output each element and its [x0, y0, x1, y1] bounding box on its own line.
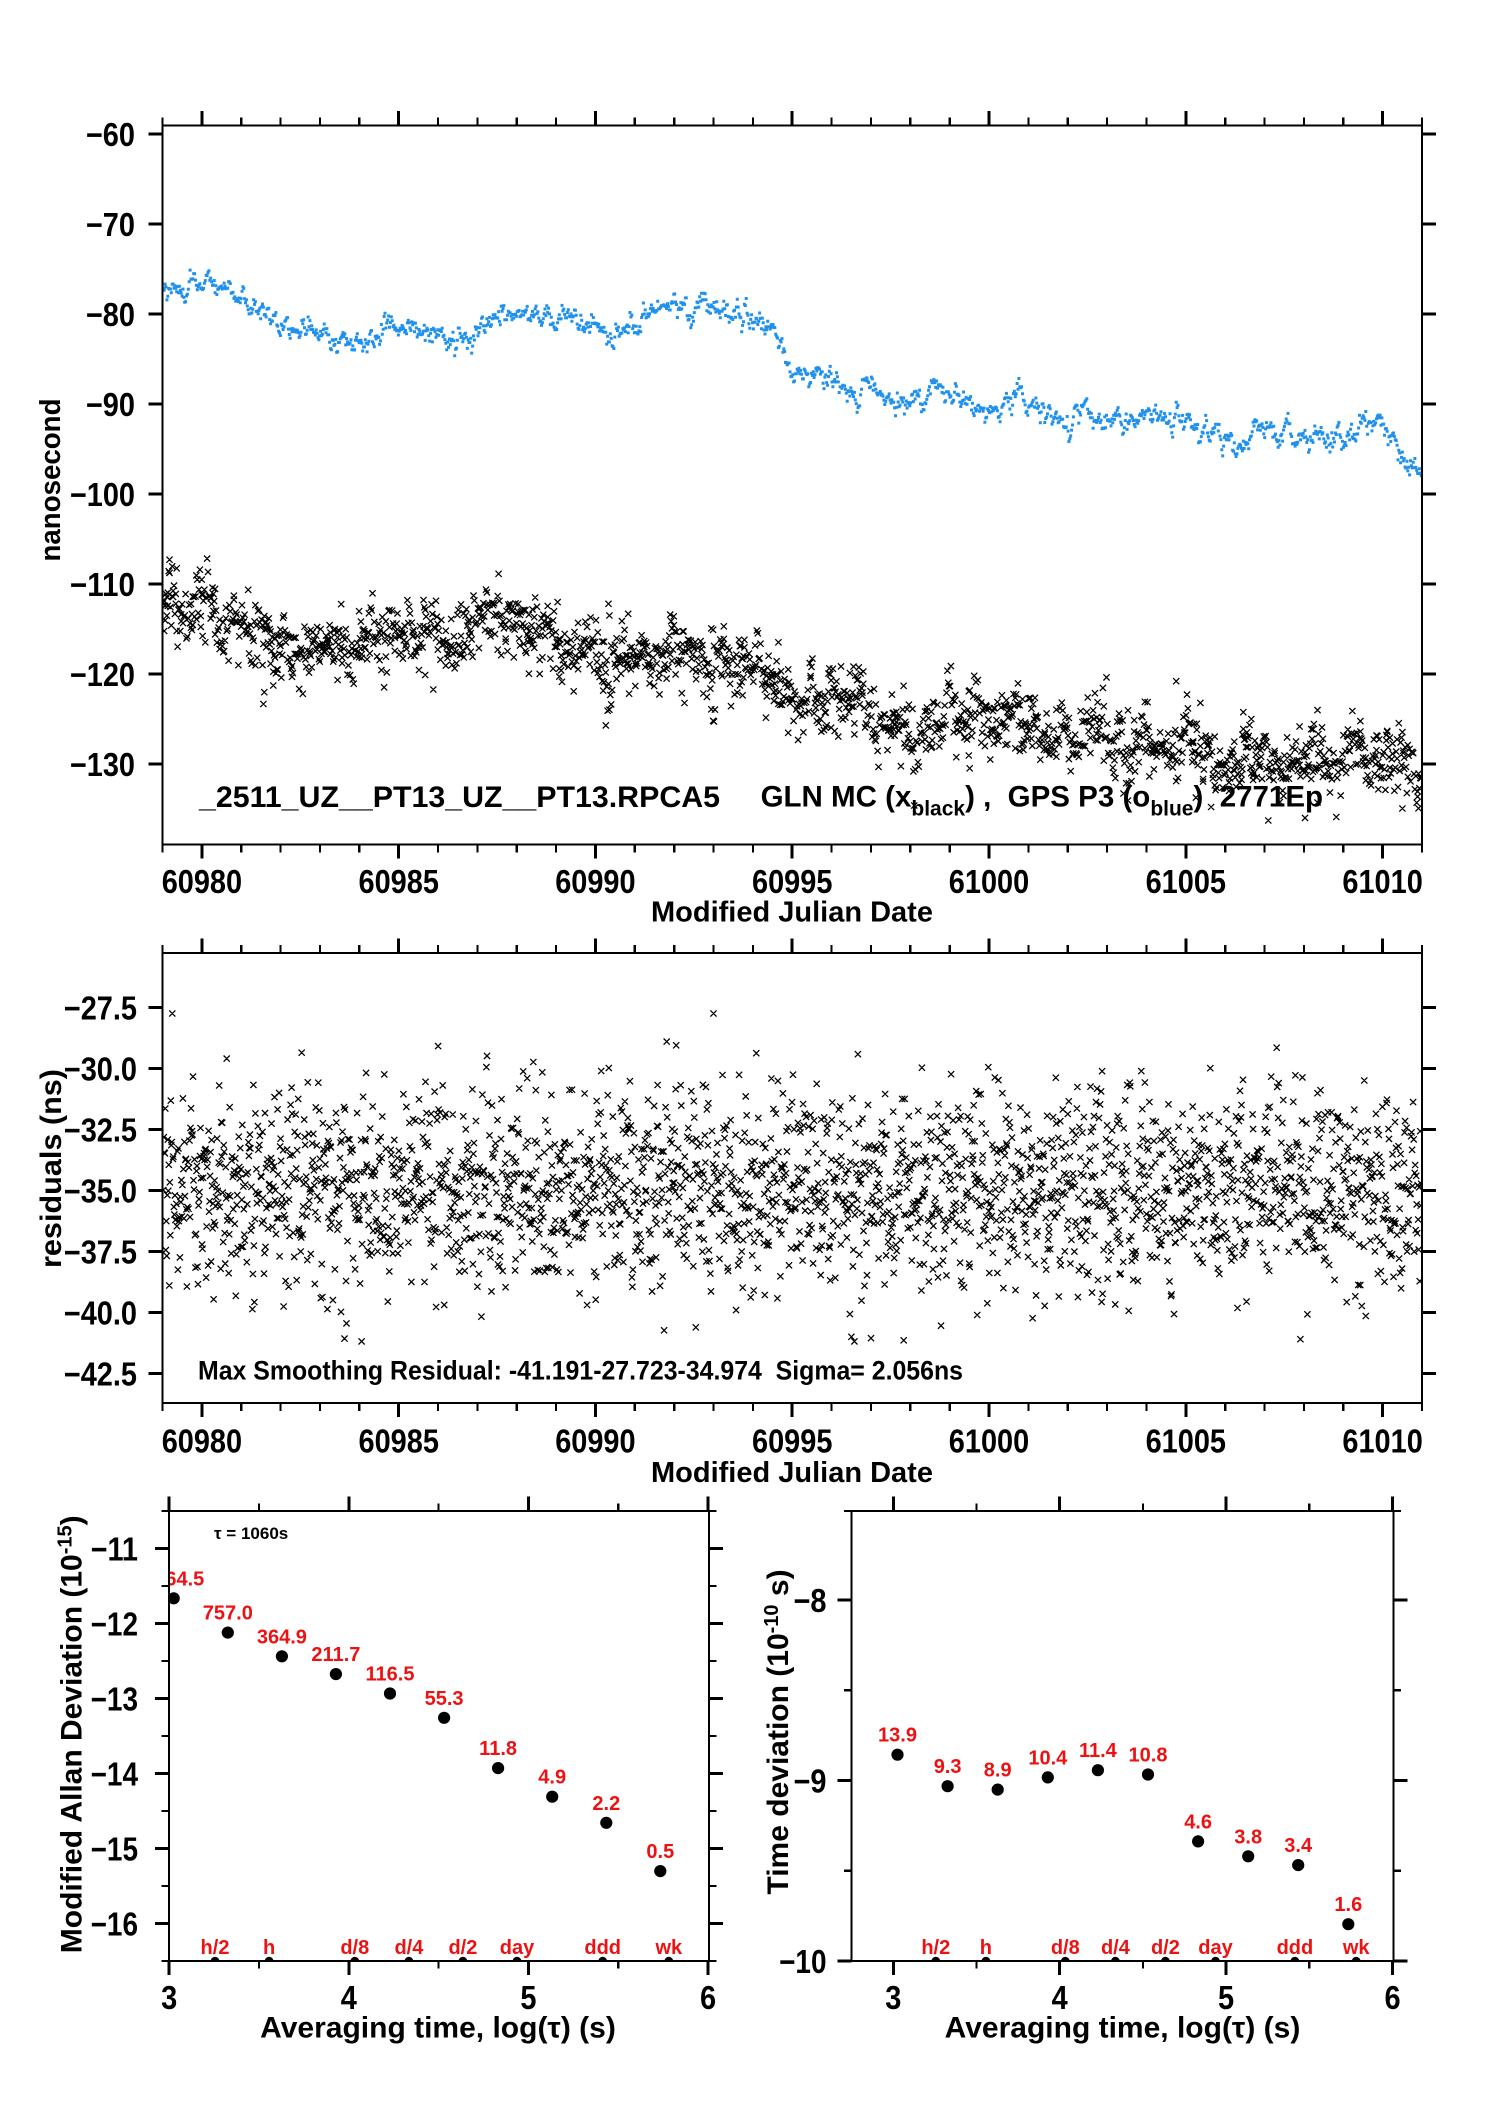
svg-text:55.3: 55.3 — [425, 1688, 464, 1710]
svg-text:1.6: 1.6 — [1334, 1894, 1362, 1916]
svg-text:−16: −16 — [91, 1906, 138, 1943]
svg-text:h/2: h/2 — [921, 1937, 950, 1959]
svg-text:2164.5: 2164.5 — [143, 1568, 204, 1590]
svg-text:−11: −11 — [91, 1531, 138, 1568]
svg-text:6: 6 — [700, 1979, 716, 2016]
svg-text:60985: 60985 — [359, 1423, 439, 1460]
svg-text:0.5: 0.5 — [646, 1841, 674, 1863]
svg-text:day: day — [1198, 1937, 1233, 1959]
svg-text:ddd: ddd — [584, 1937, 621, 1959]
svg-text:11.8: 11.8 — [479, 1738, 517, 1760]
svg-text:h/2: h/2 — [201, 1937, 230, 1959]
svg-text:τ = 1060s: τ = 1060s — [214, 1524, 288, 1543]
svg-text:2.2: 2.2 — [592, 1793, 620, 1815]
svg-text:day: day — [500, 1937, 535, 1959]
svg-text:60985: 60985 — [359, 863, 439, 900]
svg-text:−13: −13 — [91, 1681, 138, 1718]
svg-text:3: 3 — [161, 1979, 177, 2016]
svg-text:4.6: 4.6 — [1184, 1811, 1212, 1833]
svg-text:−35.0: −35.0 — [64, 1172, 137, 1209]
svg-text:−130: −130 — [70, 746, 135, 783]
svg-text:Modified Julian Date: Modified Julian Date — [651, 897, 933, 929]
svg-text:−12: −12 — [91, 1606, 138, 1643]
svg-text:Max Smoothing Residual: -41.19: Max Smoothing Residual: -41.191-27.723-3… — [198, 1356, 963, 1386]
svg-text:h: h — [980, 1937, 992, 1959]
svg-text:h: h — [263, 1937, 275, 1959]
svg-text:61005: 61005 — [1146, 1423, 1226, 1460]
svg-text:6: 6 — [1384, 1979, 1400, 2016]
svg-text:−27.5: −27.5 — [64, 989, 137, 1026]
svg-text:60995: 60995 — [752, 863, 832, 900]
svg-text:−10: −10 — [779, 1943, 826, 1980]
svg-text:−9: −9 — [794, 1763, 827, 1800]
svg-text:11.4: 11.4 — [1079, 1740, 1118, 1762]
svg-text:211.7: 211.7 — [311, 1644, 360, 1666]
svg-text:d/2: d/2 — [1151, 1937, 1180, 1959]
svg-text:−90: −90 — [86, 386, 135, 423]
svg-text:116.5: 116.5 — [366, 1664, 415, 1686]
svg-text:364.9: 364.9 — [257, 1626, 307, 1648]
svg-text:61000: 61000 — [949, 1423, 1029, 1460]
svg-text:d/8: d/8 — [1051, 1937, 1080, 1959]
svg-text:−80: −80 — [86, 296, 135, 333]
svg-text:_2511_UZ__PT13_UZ__PT13.RPCA5: _2511_UZ__PT13_UZ__PT13.RPCA5 — [198, 781, 720, 814]
svg-text:Modified Julian Date: Modified Julian Date — [651, 1457, 933, 1489]
svg-text:10.4: 10.4 — [1028, 1747, 1068, 1769]
svg-text:13.9: 13.9 — [878, 1725, 917, 1747]
svg-text:5: 5 — [520, 1979, 536, 2016]
svg-text:−32.5: −32.5 — [64, 1111, 137, 1148]
svg-text:Modified Allan Deviation (10-1: Modified Allan Deviation (10-15) — [54, 1515, 88, 1953]
svg-text:−8: −8 — [794, 1582, 827, 1619]
svg-text:−15: −15 — [91, 1831, 138, 1868]
svg-text:8.9: 8.9 — [984, 1760, 1012, 1782]
svg-text:−70: −70 — [86, 206, 135, 243]
svg-text:4: 4 — [1052, 1979, 1069, 2016]
svg-text:nanosecond: nanosecond — [35, 399, 67, 562]
svg-text:d/4: d/4 — [1101, 1937, 1131, 1959]
svg-text:3.8: 3.8 — [1234, 1826, 1262, 1848]
svg-text:d/8: d/8 — [340, 1937, 369, 1959]
svg-text:9.3: 9.3 — [934, 1756, 962, 1778]
svg-text:60980: 60980 — [162, 863, 242, 900]
svg-text:d/4: d/4 — [394, 1937, 424, 1959]
svg-text:−30.0: −30.0 — [64, 1050, 137, 1087]
svg-text:wk: wk — [654, 1937, 683, 1959]
svg-text:60980: 60980 — [162, 1423, 242, 1460]
svg-text:10.8: 10.8 — [1129, 1745, 1168, 1767]
svg-text:−40.0: −40.0 — [64, 1294, 137, 1331]
svg-text:3: 3 — [885, 1979, 901, 2016]
svg-text:61000: 61000 — [949, 863, 1029, 900]
svg-text:757.0: 757.0 — [203, 1603, 253, 1625]
svg-text:5: 5 — [1218, 1979, 1234, 2016]
svg-text:−37.5: −37.5 — [64, 1233, 137, 1270]
svg-text:Averaging time, log(τ) (s): Averaging time, log(τ) (s) — [945, 2012, 1301, 2045]
svg-text:d/2: d/2 — [448, 1937, 477, 1959]
svg-text:ddd: ddd — [1277, 1937, 1314, 1959]
svg-text:60990: 60990 — [555, 1423, 635, 1460]
svg-text:61005: 61005 — [1146, 863, 1226, 900]
svg-text:4: 4 — [341, 1979, 358, 2016]
svg-text:−110: −110 — [70, 566, 135, 603]
svg-text:61010: 61010 — [1342, 863, 1422, 900]
svg-text:−60: −60 — [86, 116, 135, 153]
svg-text:61010: 61010 — [1342, 1423, 1422, 1460]
svg-text:−120: −120 — [70, 656, 135, 693]
svg-text:60990: 60990 — [555, 863, 635, 900]
svg-text:−14: −14 — [91, 1756, 139, 1793]
svg-text:residuals (ns): residuals (ns) — [35, 1069, 68, 1268]
svg-text:3.4: 3.4 — [1284, 1835, 1313, 1857]
svg-text:60995: 60995 — [752, 1423, 832, 1460]
svg-text:−100: −100 — [70, 476, 135, 513]
svg-text:−42.5: −42.5 — [64, 1355, 137, 1392]
svg-text:wk: wk — [1342, 1937, 1371, 1959]
svg-text:Averaging time, log(τ) (s): Averaging time, log(τ) (s) — [260, 2012, 616, 2045]
svg-text:4.9: 4.9 — [538, 1767, 566, 1789]
